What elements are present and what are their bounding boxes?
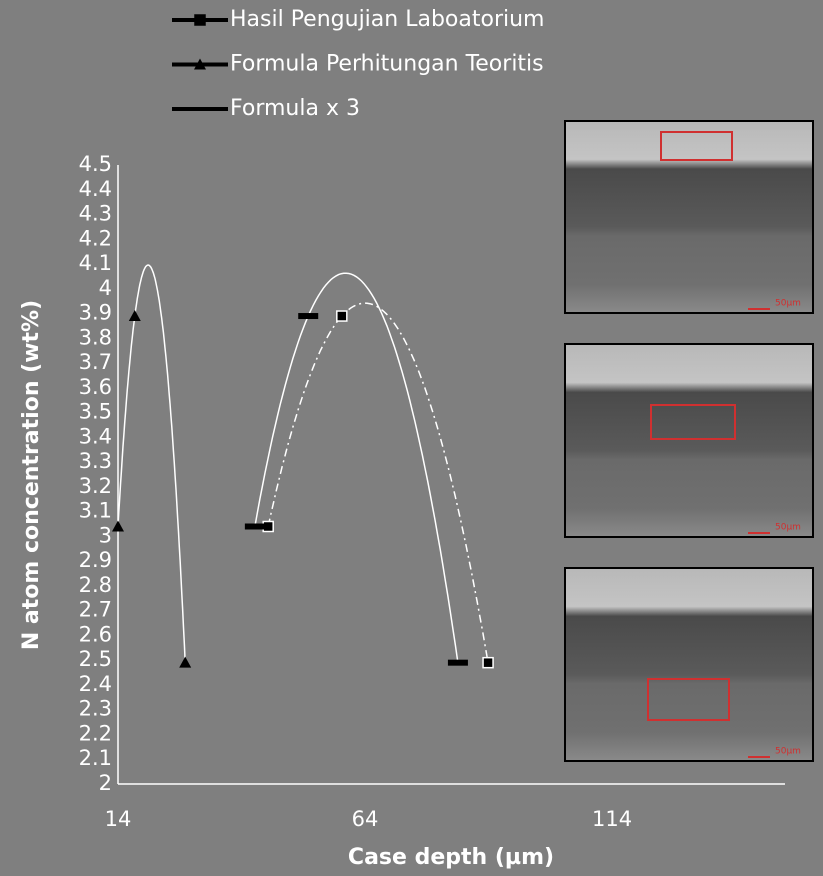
legend-marker	[194, 14, 206, 26]
y-tick-label: 2.3	[79, 697, 112, 721]
y-tick-label: 3.9	[79, 301, 112, 325]
marker	[112, 520, 124, 532]
y-tick-label: 2.2	[79, 721, 112, 745]
y-tick-label: 4.5	[79, 152, 112, 176]
y-tick-label: 3.6	[79, 375, 112, 399]
trend-curve	[254, 272, 459, 663]
y-tick-label: 2.4	[79, 672, 112, 696]
marker	[336, 310, 348, 322]
scale-label: 50µm	[775, 523, 801, 533]
x-tick-label: 114	[592, 807, 632, 831]
legend-label: Formula x 3	[230, 96, 360, 121]
y-tick-label: 4.4	[79, 177, 112, 201]
legend-label: Hasil Pengujian Laboatorium	[230, 7, 544, 32]
micrographs: 50µm 50µm 50µm	[564, 120, 814, 762]
series	[244, 272, 468, 666]
y-tick-label: 2.9	[79, 548, 112, 572]
y-tick-label: 3.2	[79, 474, 112, 498]
y-tick-label: 3.3	[79, 449, 112, 473]
marker	[128, 310, 141, 322]
micrograph: 50µm	[564, 343, 814, 538]
y-tick-label: 2.8	[79, 573, 112, 597]
marker	[298, 313, 319, 320]
micrograph: 50µm	[564, 567, 814, 762]
marker	[179, 656, 192, 668]
y-tick-label: 4.2	[79, 226, 112, 250]
y-tick-label: 2.5	[79, 647, 112, 671]
scale-label: 50µm	[775, 299, 801, 309]
micrograph: 50µm	[564, 120, 814, 314]
y-tick-label: 4.3	[79, 202, 112, 226]
y-tick-label: 2.6	[79, 622, 112, 646]
legend-marker	[194, 58, 206, 70]
y-tick-label: 3.4	[79, 424, 112, 448]
y-tick-label: 2.7	[79, 598, 112, 622]
trend-curve	[117, 264, 186, 663]
y-tick-label: 3	[99, 523, 112, 547]
legend-label: Formula Perhitungan Teoritis	[230, 52, 544, 77]
scale-label: 50µm	[775, 747, 801, 757]
y-axis-title: N atom concentration (wt%)	[19, 300, 44, 650]
y-tick-label: 3.1	[79, 499, 112, 523]
marker	[482, 656, 494, 669]
marker	[447, 659, 468, 666]
series	[262, 302, 494, 669]
y-tick-label: 3.8	[79, 325, 112, 349]
y-tick-label: 4	[99, 276, 112, 300]
y-tick-label: 2.1	[79, 746, 112, 770]
marker	[244, 523, 265, 530]
y-tick-label: 3.7	[79, 350, 112, 374]
y-tick-label: 3.5	[79, 400, 112, 424]
y-tick-label: 4.1	[79, 251, 112, 275]
x-tick-label: 64	[352, 807, 379, 831]
series	[112, 264, 192, 668]
trend-curve	[267, 302, 489, 663]
x-tick-label: 14	[105, 807, 132, 831]
x-axis-title: Case depth (µm)	[348, 845, 554, 870]
y-tick-label: 2	[99, 771, 112, 795]
